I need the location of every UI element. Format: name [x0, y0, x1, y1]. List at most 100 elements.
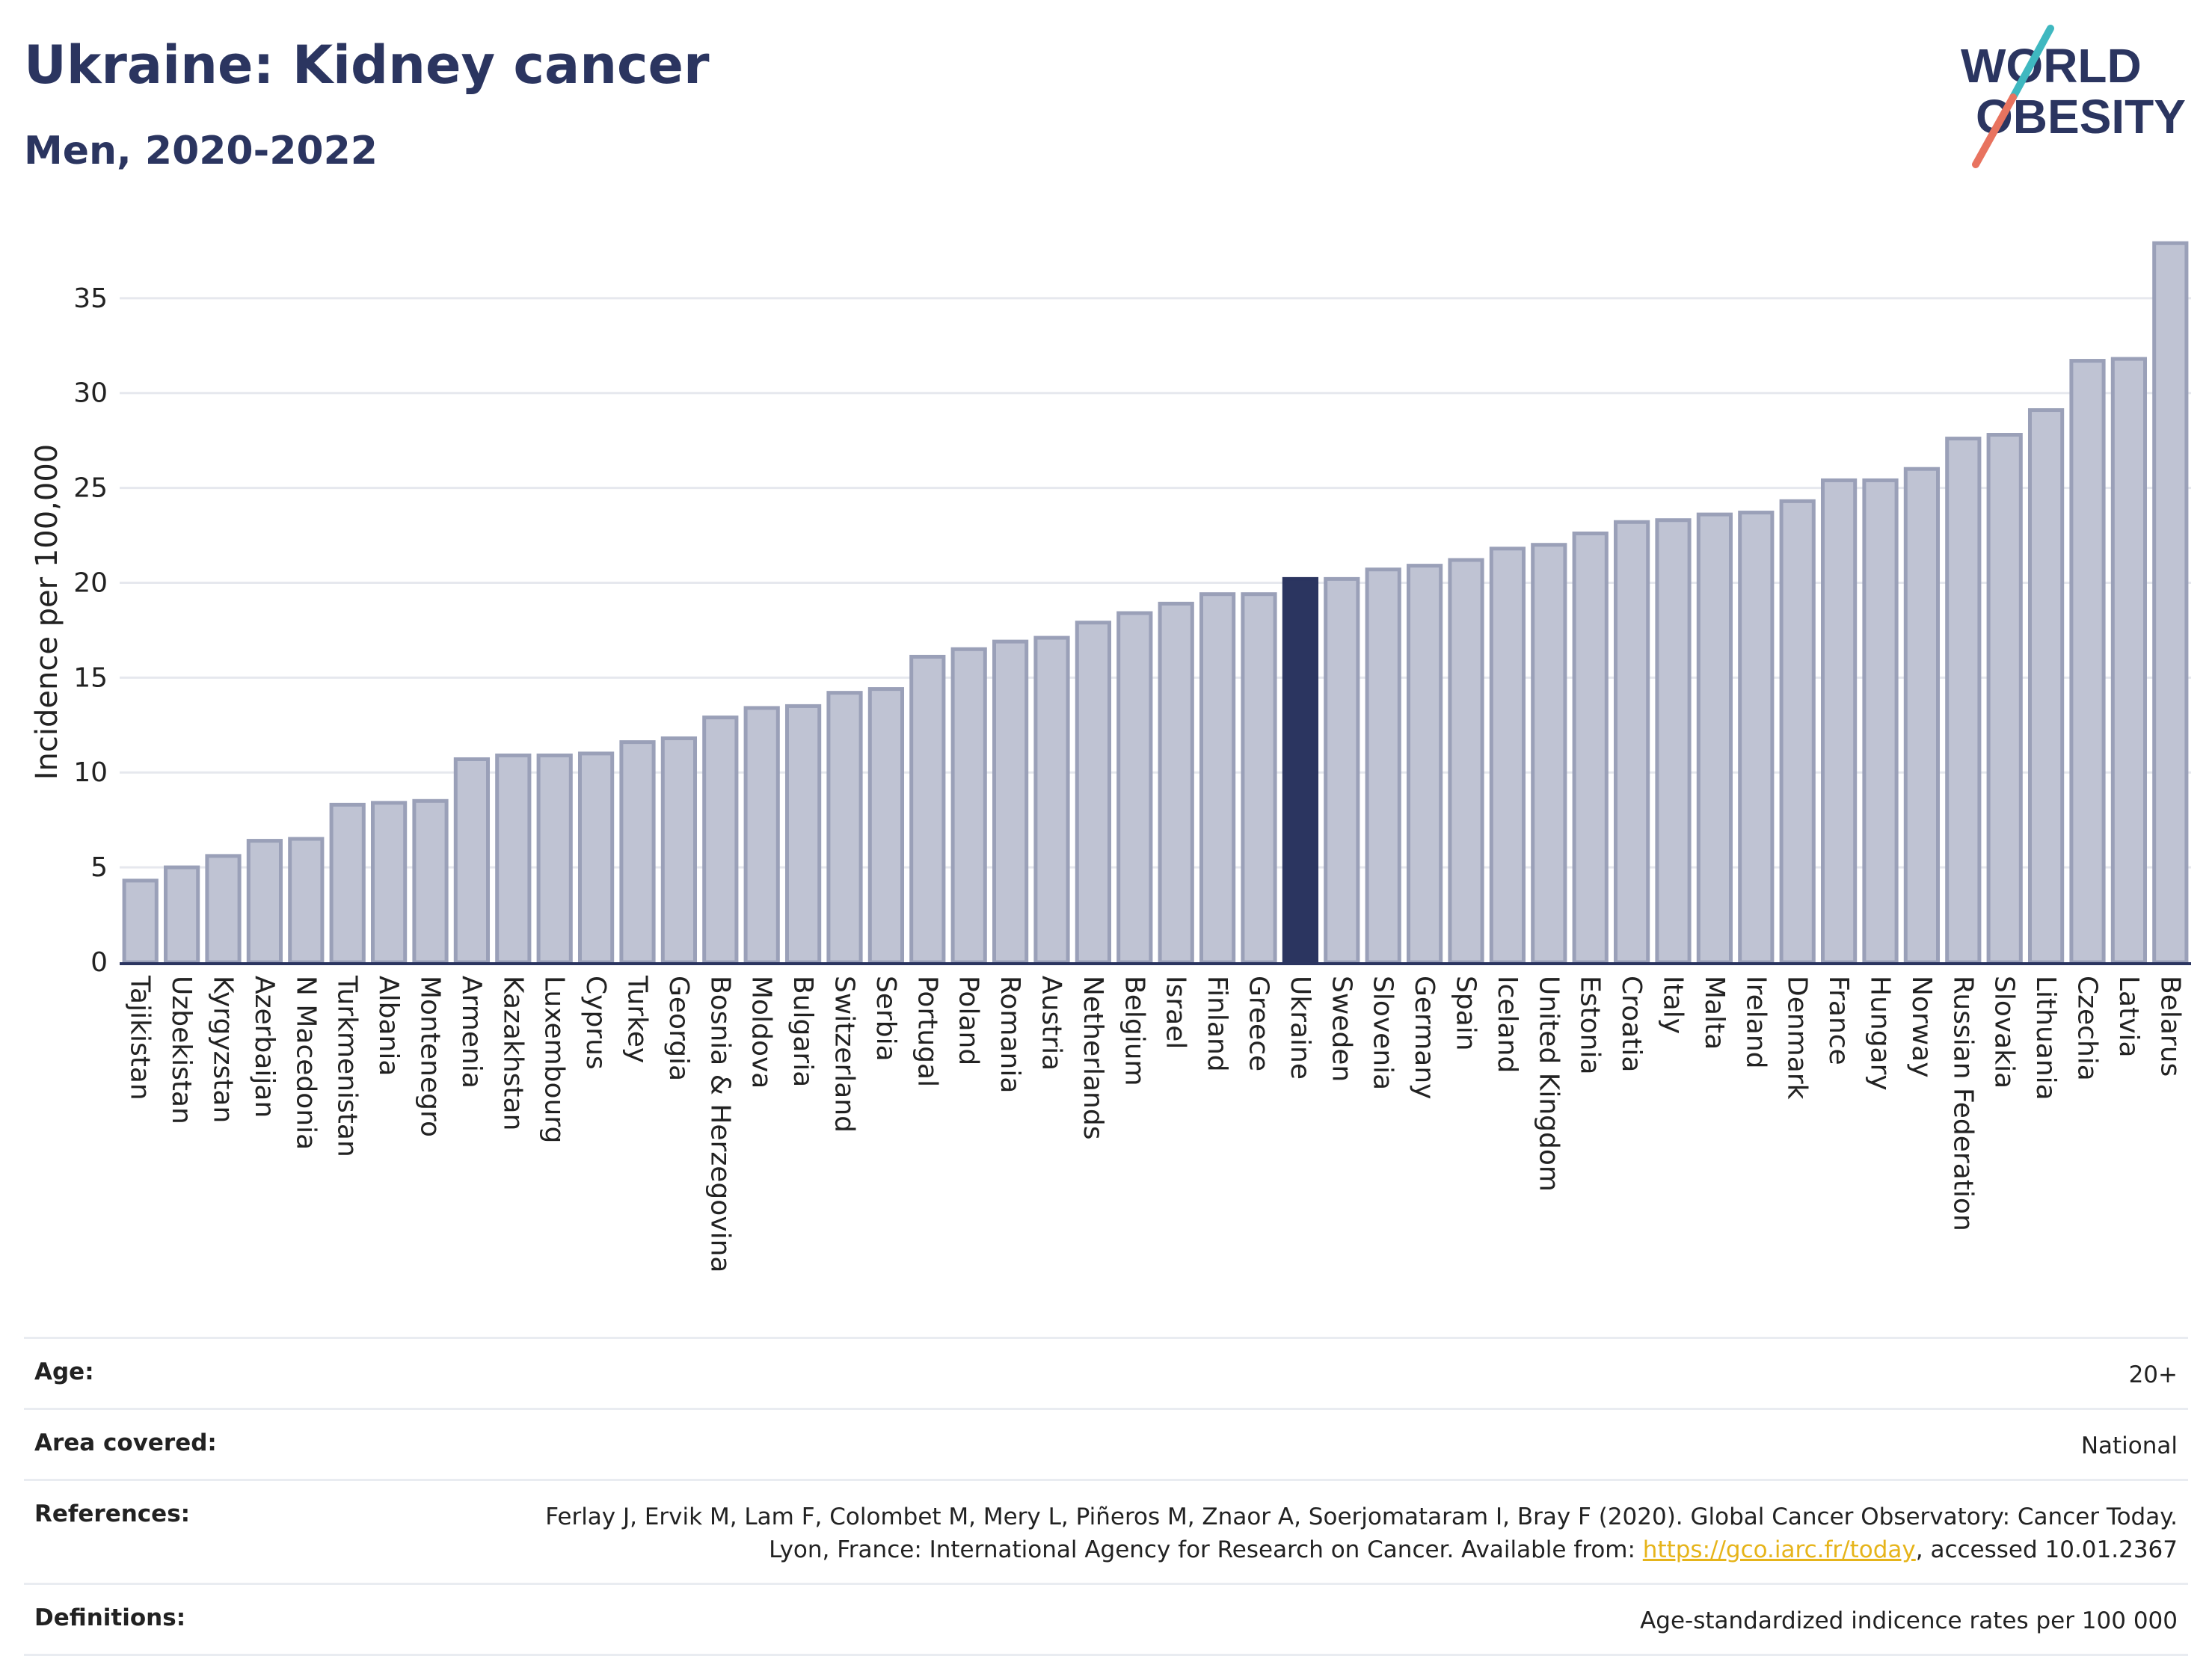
age-value: 20+	[2128, 1361, 2178, 1388]
x-tick-label: Moldova	[746, 976, 777, 1089]
info-row-age: Age: 20+	[24, 1337, 2188, 1408]
x-tick-label: Latvia	[2113, 976, 2144, 1058]
y-tick-label: 20	[73, 567, 108, 598]
x-tick-label: Israel	[1161, 976, 1191, 1049]
references-text-1: Ferlay J, Ervik M, Lam F, Colombet M, Me…	[545, 1503, 2178, 1563]
bar-georgia	[660, 736, 698, 964]
bar-netherlands	[1075, 621, 1112, 964]
x-tick-label: Tajikistan	[125, 975, 156, 1101]
bar-bosnia-herzegovina	[702, 715, 739, 964]
x-tick-label: France	[1823, 976, 1854, 1065]
bar-hungary	[1862, 478, 1899, 964]
x-tick-label: Portugal	[912, 976, 942, 1087]
bar-latvia	[2110, 357, 2148, 964]
bar-finland	[1199, 592, 1236, 964]
x-tick-label: Belgium	[1119, 976, 1149, 1086]
x-tick-label: Lithuania	[2030, 976, 2061, 1101]
bar-portugal	[909, 654, 946, 964]
bar-malta	[1696, 512, 1733, 964]
logo-line-1: WORLD	[1961, 39, 2142, 93]
bar-estonia	[1572, 531, 1609, 964]
y-tick-label: 5	[90, 852, 108, 883]
x-tick-label: Hungary	[1865, 976, 1896, 1091]
logo-slash-coral	[1972, 93, 2017, 168]
references-value: Ferlay J, Ervik M, Lam F, Colombet M, Me…	[483, 1500, 2178, 1566]
bar-luxembourg	[536, 753, 573, 964]
x-tick-label: Poland	[953, 976, 984, 1065]
world-obesity-logo: WORLD OBESITY	[1961, 25, 2186, 168]
x-tick-label: Kazakhstan	[497, 976, 528, 1130]
area-label: Area covered:	[34, 1429, 217, 1456]
x-tick-label: Bulgaria	[787, 976, 818, 1087]
bar-france	[1820, 478, 1858, 964]
x-tick-label: Albania	[373, 976, 404, 1076]
bar-turkmenistan	[329, 802, 366, 964]
references-link[interactable]: https://gco.iarc.fr/today	[1642, 1536, 1916, 1563]
y-tick-label: 30	[73, 378, 108, 409]
bar-kyrgyzstan	[205, 854, 242, 964]
bar-moldova	[743, 706, 780, 964]
x-tick-label: Iceland	[1492, 976, 1523, 1073]
bar-united-kingdom	[1531, 543, 1567, 964]
bar-sweden	[1324, 576, 1360, 964]
bar-germany	[1406, 564, 1443, 964]
x-tick-label: Uzbekistan	[166, 976, 197, 1124]
bar-czechia	[2069, 359, 2106, 964]
age-label: Age:	[34, 1358, 94, 1385]
x-tick-label: Croatia	[1616, 976, 1647, 1072]
x-tick-label: Germany	[1409, 976, 1440, 1099]
x-tick-label: Denmark	[1782, 976, 1813, 1100]
y-tick-label: 15	[73, 662, 108, 693]
references-label: References:	[34, 1500, 191, 1527]
x-tick-label: Sweden	[1326, 976, 1357, 1082]
bar-turkey	[619, 740, 656, 964]
info-row-area: Area covered: National	[24, 1408, 2188, 1479]
page-title: Ukraine: Kidney cancer	[24, 34, 710, 96]
bar-montenegro	[412, 798, 449, 964]
bar-israel	[1158, 601, 1194, 964]
x-tick-label: Ukraine	[1285, 976, 1315, 1080]
y-tick-label: 10	[73, 757, 108, 788]
x-tick-label: Spain	[1451, 976, 1481, 1051]
bar-kazakhstan	[495, 753, 532, 964]
x-tick-label: Czechia	[2072, 976, 2103, 1081]
bar-belgium	[1116, 611, 1153, 964]
x-tick-label: Estonia	[1575, 976, 1606, 1075]
bar-ireland	[1738, 511, 1775, 964]
bar-poland	[950, 647, 987, 964]
bar-switzerland	[826, 691, 863, 964]
x-tick-label: Italy	[1658, 976, 1689, 1034]
bar-norway	[1903, 467, 1941, 964]
x-tick-label: Russian Federation	[1947, 976, 1978, 1231]
x-tick-label: Norway	[1906, 976, 1937, 1078]
bar-tajikistan	[122, 878, 159, 964]
x-tick-label: Bosnia & Herzegovina	[704, 976, 735, 1272]
definitions-value: Age-standardized indicence rates per 100…	[1640, 1607, 2178, 1634]
x-tick-label: Luxembourg	[539, 976, 570, 1143]
area-value: National	[2080, 1432, 2178, 1459]
bar-belarus	[2152, 241, 2189, 964]
bar-azerbaijan	[246, 839, 283, 964]
x-tick-label: Austria	[1036, 976, 1067, 1071]
bar-armenia	[453, 757, 491, 964]
bar-cyprus	[577, 751, 615, 964]
bar-denmark	[1779, 499, 1816, 964]
x-tick-label: Turkey	[622, 975, 653, 1063]
x-tick-label: Greece	[1244, 976, 1274, 1071]
bar-italy	[1655, 518, 1692, 964]
x-tick-label: United Kingdom	[1533, 976, 1564, 1192]
bar-serbia	[867, 687, 905, 964]
bar-n-macedonia	[288, 837, 325, 964]
bar-bulgaria	[784, 704, 822, 964]
x-tick-label: Cyprus	[580, 976, 611, 1070]
logo-line-2: OBESITY	[1976, 90, 2186, 144]
info-row-definitions: Definitions: Age-standardized indicence …	[24, 1583, 2188, 1656]
y-tick-label: 0	[90, 947, 108, 978]
x-tick-label: Switzerland	[829, 976, 860, 1133]
x-tick-label: Armenia	[456, 976, 487, 1089]
bar-ukraine	[1282, 576, 1319, 964]
definitions-label: Definitions:	[34, 1604, 186, 1631]
bar-austria	[1033, 635, 1070, 964]
logo-slash-teal	[2009, 25, 2054, 101]
bar-russian-federation	[1945, 437, 1982, 964]
